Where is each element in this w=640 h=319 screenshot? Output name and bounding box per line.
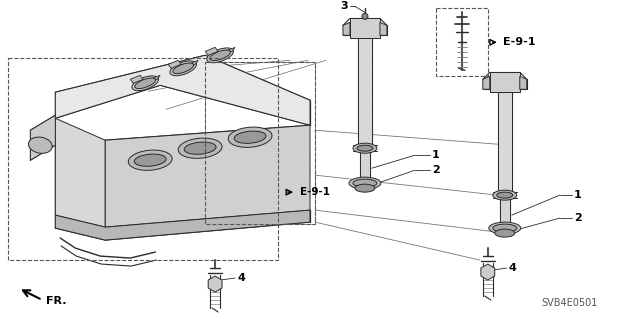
Ellipse shape	[493, 190, 516, 200]
Ellipse shape	[173, 63, 193, 74]
Polygon shape	[130, 75, 143, 83]
Ellipse shape	[170, 61, 196, 76]
Ellipse shape	[178, 138, 222, 158]
Polygon shape	[30, 115, 55, 160]
Text: 2: 2	[432, 165, 440, 175]
Polygon shape	[481, 264, 495, 280]
Polygon shape	[380, 22, 387, 35]
Ellipse shape	[234, 131, 266, 143]
Bar	[436, 8, 488, 76]
Ellipse shape	[497, 192, 513, 198]
Text: 4: 4	[237, 273, 245, 283]
Ellipse shape	[207, 48, 234, 63]
Ellipse shape	[132, 76, 159, 91]
Text: 3: 3	[340, 1, 348, 11]
Ellipse shape	[128, 150, 172, 170]
Polygon shape	[185, 60, 198, 68]
Ellipse shape	[493, 224, 516, 232]
Bar	[8, 58, 278, 260]
Ellipse shape	[357, 145, 373, 151]
Ellipse shape	[362, 13, 368, 19]
Ellipse shape	[210, 50, 230, 61]
Text: 1: 1	[432, 150, 440, 160]
Text: E-9-1: E-9-1	[300, 187, 330, 197]
Polygon shape	[358, 38, 372, 148]
Ellipse shape	[353, 143, 377, 153]
Ellipse shape	[228, 127, 272, 147]
Text: FR.: FR.	[46, 296, 67, 306]
Text: 4: 4	[509, 263, 516, 273]
Ellipse shape	[495, 229, 515, 237]
Polygon shape	[350, 19, 380, 38]
Polygon shape	[147, 75, 160, 83]
Polygon shape	[500, 199, 510, 225]
Polygon shape	[55, 118, 105, 227]
Ellipse shape	[353, 179, 377, 187]
Ellipse shape	[134, 154, 166, 166]
Polygon shape	[490, 72, 520, 92]
Polygon shape	[208, 276, 222, 292]
Polygon shape	[343, 22, 350, 35]
Text: SVB4E0501: SVB4E0501	[541, 298, 598, 308]
Polygon shape	[498, 92, 512, 195]
Ellipse shape	[184, 142, 216, 154]
Ellipse shape	[349, 177, 381, 189]
Ellipse shape	[355, 184, 375, 192]
Polygon shape	[520, 76, 527, 89]
Polygon shape	[222, 47, 235, 55]
Text: 1: 1	[573, 190, 582, 200]
Ellipse shape	[489, 222, 521, 234]
Polygon shape	[55, 55, 310, 125]
Text: E-9-1: E-9-1	[503, 37, 535, 47]
Polygon shape	[55, 210, 310, 240]
Polygon shape	[205, 47, 218, 55]
Polygon shape	[483, 76, 490, 89]
Polygon shape	[105, 125, 310, 227]
Ellipse shape	[28, 137, 52, 153]
Polygon shape	[360, 152, 370, 180]
Polygon shape	[168, 60, 181, 68]
Bar	[205, 62, 315, 224]
Text: 2: 2	[573, 213, 582, 223]
Ellipse shape	[135, 78, 156, 89]
